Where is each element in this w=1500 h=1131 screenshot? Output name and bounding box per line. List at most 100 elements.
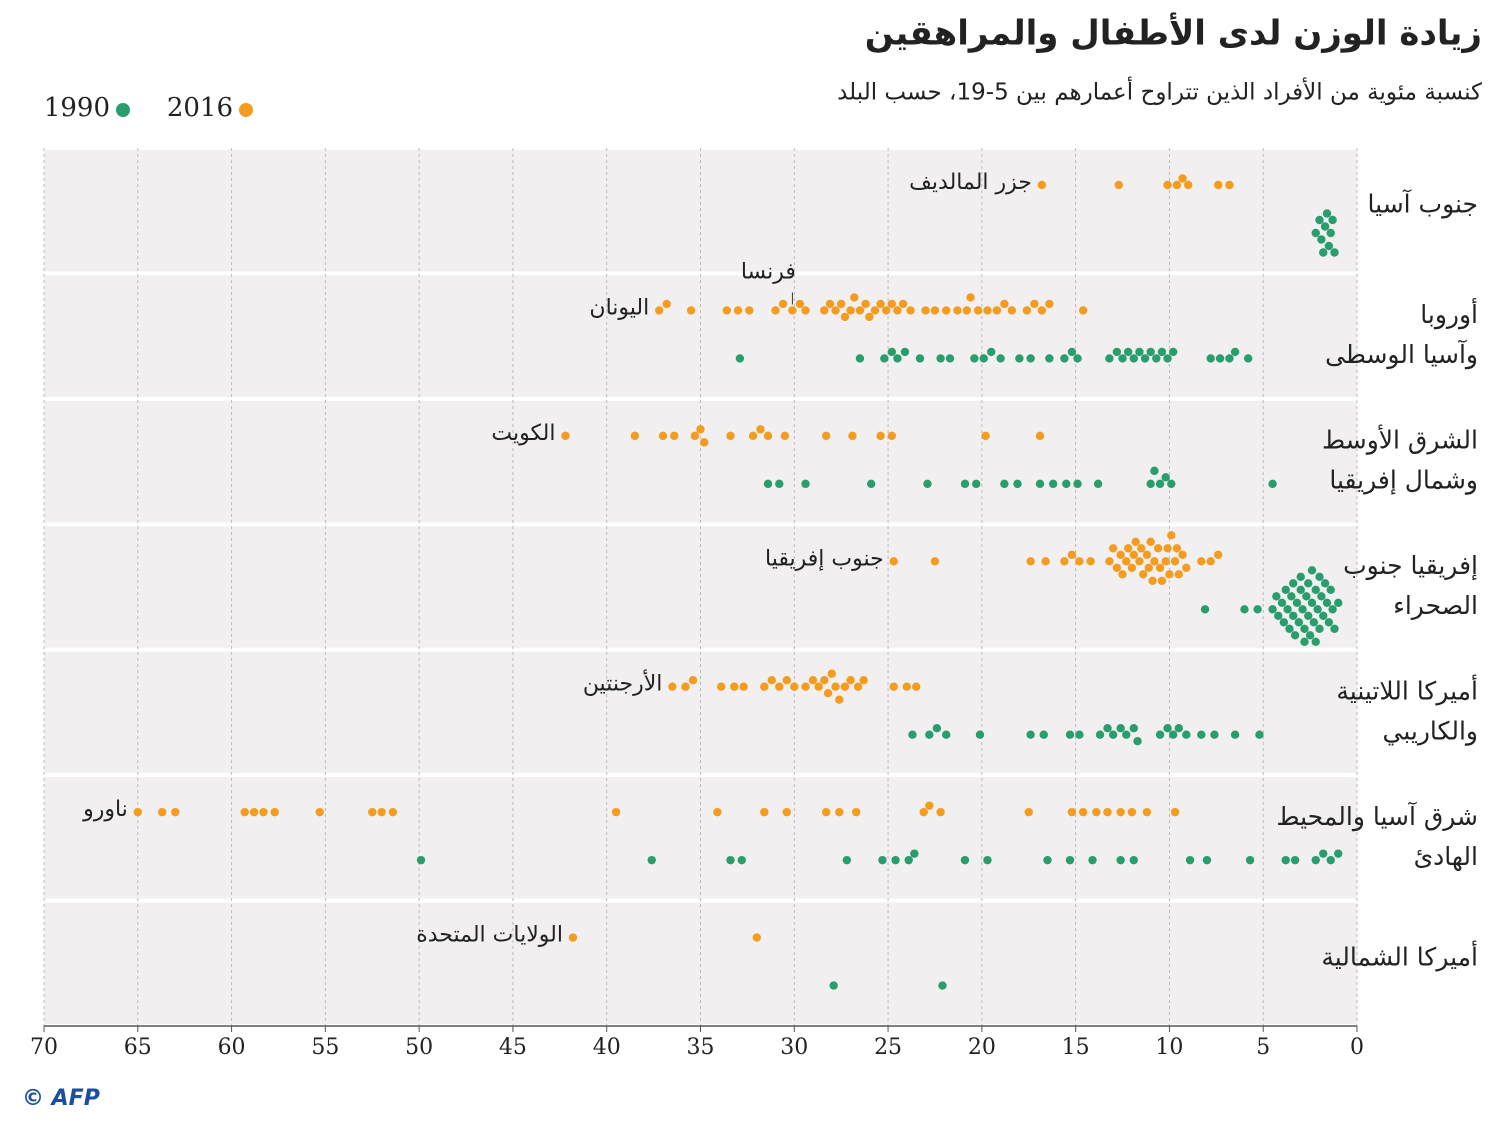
dot [1118, 354, 1127, 363]
dot [1178, 174, 1187, 183]
group-label: الهادئ [1414, 842, 1478, 872]
dot [1230, 730, 1240, 739]
dot [1309, 618, 1319, 627]
dot [1122, 557, 1131, 566]
dot [1294, 618, 1304, 627]
dot [1067, 807, 1077, 817]
dot [801, 682, 810, 691]
dot [1170, 807, 1180, 817]
dot [1026, 557, 1035, 566]
dot [1290, 631, 1300, 640]
dot [925, 801, 934, 810]
dot [1157, 347, 1167, 357]
dot [859, 676, 868, 685]
group-label: وشمال إفريقيا [1329, 466, 1478, 496]
dot [782, 676, 791, 685]
dot [760, 807, 769, 817]
annotation: جزر المالديف [909, 170, 1032, 195]
dot [820, 676, 829, 685]
dot [1334, 598, 1343, 607]
x-tick-label: 40 [593, 1035, 621, 1060]
dot [936, 354, 945, 363]
dot [1167, 479, 1176, 489]
dot [1281, 855, 1290, 865]
dot [1153, 544, 1163, 553]
dot [1315, 215, 1324, 225]
dot [855, 306, 865, 315]
dot [1161, 473, 1170, 482]
dot [1307, 566, 1317, 575]
dot [831, 306, 840, 315]
x-tick-label: 65 [124, 1035, 152, 1060]
dot [1283, 605, 1292, 614]
dot [1026, 354, 1035, 363]
dot [836, 299, 846, 309]
dot [865, 312, 874, 322]
dot [1210, 730, 1219, 739]
dot [953, 306, 962, 315]
dot [904, 855, 913, 865]
legend-label: 1990 [44, 93, 110, 123]
credit: © AFP [22, 1086, 100, 1111]
dot [850, 293, 859, 302]
dot [842, 855, 852, 865]
dot [1114, 180, 1123, 190]
dot [696, 425, 705, 434]
dot [249, 807, 259, 817]
dot [1073, 354, 1082, 363]
dot [972, 479, 981, 489]
x-tick-label: 5 [1256, 1035, 1270, 1060]
dot [1092, 807, 1101, 817]
dot [1155, 730, 1165, 739]
dot [945, 354, 955, 363]
dot [690, 431, 700, 441]
dot [658, 431, 668, 441]
dot [1317, 592, 1326, 601]
dot [1039, 730, 1048, 739]
dot [1030, 299, 1039, 309]
dot [1146, 479, 1155, 489]
legend-label: 2016 [167, 93, 233, 123]
dot [981, 431, 990, 441]
dot [1152, 354, 1161, 363]
dot [1281, 585, 1290, 594]
dot [1298, 605, 1307, 614]
dot [919, 807, 928, 817]
dot [240, 807, 249, 817]
x-tick-label: 15 [1062, 1035, 1090, 1060]
dot [1026, 730, 1035, 739]
labeled-dot [655, 306, 664, 315]
dot [1302, 592, 1311, 601]
dot [1326, 585, 1335, 594]
dot [1122, 730, 1131, 739]
dot [1320, 222, 1330, 231]
dot [1116, 855, 1125, 865]
dot [853, 682, 863, 691]
dot [1129, 354, 1138, 363]
dot [763, 479, 773, 489]
dot [726, 431, 735, 441]
dot [1116, 724, 1125, 733]
dot [912, 682, 921, 691]
dot [1167, 531, 1176, 540]
dot [1155, 479, 1165, 489]
dot [1062, 479, 1071, 489]
dot [1148, 576, 1157, 585]
dot [1035, 431, 1045, 441]
dot [835, 695, 844, 704]
dot [821, 807, 831, 817]
dot [662, 299, 671, 309]
labeled-dot [1037, 180, 1047, 190]
dot [962, 306, 972, 315]
dot [960, 479, 970, 489]
dot [1334, 849, 1343, 858]
group-label: إفريقيا جنوب [1343, 551, 1478, 581]
dot [829, 981, 838, 990]
dot [1150, 466, 1159, 476]
annotation: الولايات المتحدة [416, 923, 563, 948]
dot [713, 807, 722, 817]
dot [823, 689, 833, 698]
dot [1078, 807, 1088, 817]
x-tick-label: 0 [1350, 1035, 1364, 1060]
dot [979, 354, 988, 363]
